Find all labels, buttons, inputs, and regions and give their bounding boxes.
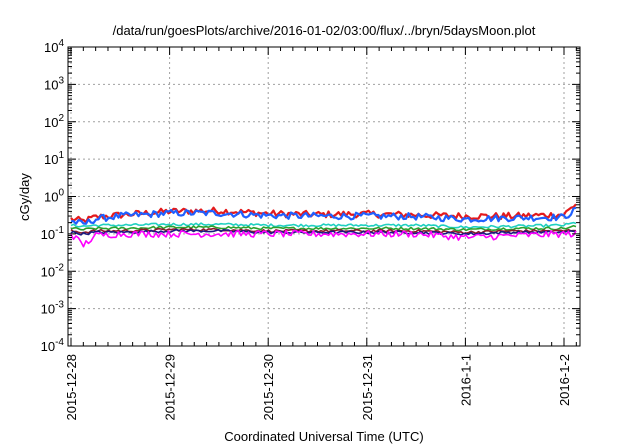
- y-tick-label: 102: [44, 113, 64, 130]
- x-tick-label: 2015-12-31: [360, 354, 375, 421]
- y-tick-label: 103: [44, 75, 64, 92]
- y-tick-label: 100: [44, 188, 64, 205]
- series-line-5: [70, 227, 577, 235]
- y-tick-label: 10-4: [41, 337, 65, 354]
- y-axis-label: cGy/day: [17, 173, 32, 221]
- series-layer: [70, 203, 577, 248]
- y-tick-label: 10-1: [41, 225, 65, 242]
- x-tick-label: 2015-12-29: [163, 354, 178, 421]
- series-line-3: [70, 221, 577, 229]
- y-tick-label: 101: [44, 150, 64, 167]
- x-tick-label: 2015-12-30: [261, 354, 276, 421]
- series-line-6: [70, 228, 577, 236]
- y-tick-label: 10-2: [41, 262, 65, 279]
- tick-layer: [68, 46, 580, 347]
- x-tick-label: 2016-1-2: [557, 354, 572, 406]
- series-line-7: [70, 229, 577, 248]
- series-line-4: [70, 225, 577, 232]
- label-layer: 10-4 10-3 10-2 10-1 100 101 102 103 104 2015-12-2…: [41, 38, 572, 421]
- y-tick-label: 10-3: [41, 300, 65, 317]
- chart-title: /data/run/goesPlots/archive/2016-01-02/0…: [113, 23, 536, 38]
- y-tick-label: 104: [44, 38, 64, 55]
- series-line-2: [70, 206, 577, 225]
- x-tick-label: 2015-12-28: [64, 354, 79, 421]
- x-tick-label: 2016-1-1: [458, 354, 473, 406]
- series-line-1: [70, 203, 577, 224]
- x-axis-label: Coordinated Universal Time (UTC): [224, 429, 423, 444]
